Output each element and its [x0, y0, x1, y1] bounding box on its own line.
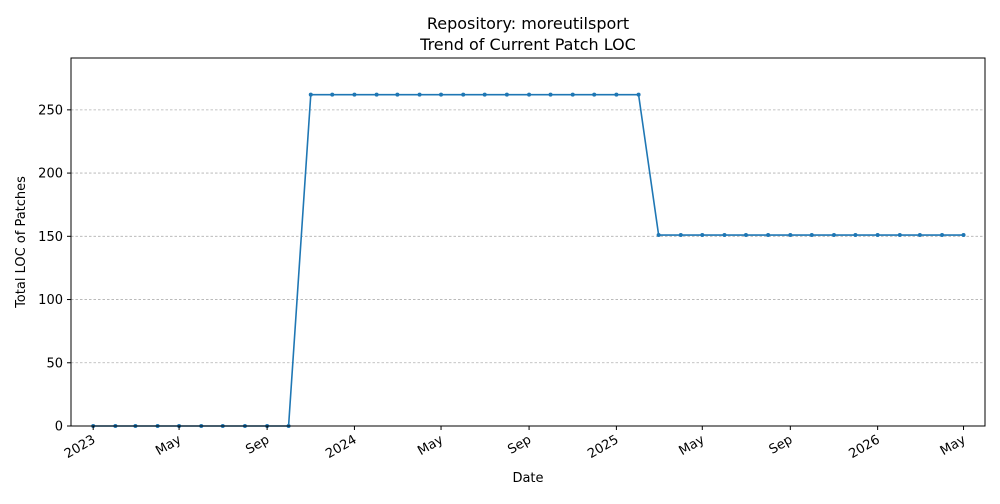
chart-subtitle: Trend of Current Patch LOC [419, 35, 636, 54]
data-point [439, 92, 444, 97]
data-point [875, 233, 880, 238]
data-point [417, 92, 422, 97]
data-point [831, 233, 836, 238]
series-line [93, 93, 964, 427]
x-tick-label: May [153, 432, 184, 459]
data-point [743, 233, 748, 238]
data-points [91, 92, 966, 428]
data-point [788, 233, 793, 238]
y-tick-label: 0 [55, 420, 63, 435]
y-tick-label: 200 [38, 167, 63, 182]
data-point [722, 233, 727, 238]
x-axis: 2023 May Sep 2024 May Sep 2025 May Sep 2026 May [62, 426, 969, 462]
data-point [614, 92, 619, 97]
data-point [548, 92, 553, 97]
chart-title: Repository: moreutilsport [427, 14, 629, 33]
data-point [308, 92, 313, 97]
y-axis-label: Total LOC of Patches [14, 176, 29, 309]
y-tick-label: 100 [38, 293, 63, 308]
data-point [461, 92, 466, 97]
x-tick-label: May [415, 432, 446, 459]
y-axis: 0 50 100 150 200 250 [38, 103, 71, 435]
data-point [656, 233, 661, 238]
y-tick-label: 250 [38, 103, 63, 118]
data-point [853, 233, 858, 238]
data-point [592, 92, 597, 97]
data-point [678, 233, 683, 238]
x-tick-label: Sep [767, 432, 796, 457]
data-point [374, 92, 379, 97]
data-point [395, 92, 400, 97]
data-point [482, 92, 487, 97]
grid-lines [71, 109, 985, 364]
data-point [330, 92, 335, 97]
data-point [504, 92, 509, 97]
data-point [897, 233, 902, 238]
x-tick-label: 2024 [323, 432, 359, 462]
x-tick-label: May [938, 432, 969, 459]
x-axis-label: Date [512, 471, 543, 486]
x-tick-label: 2025 [585, 432, 621, 462]
data-point [570, 92, 575, 97]
data-point [527, 92, 532, 97]
y-tick-label: 150 [38, 230, 63, 245]
x-tick-label: May [676, 432, 707, 459]
plot-area-frame [70, 57, 986, 427]
data-point [809, 233, 814, 238]
data-point [766, 233, 771, 238]
data-point [700, 233, 705, 238]
x-tick-label: 2026 [846, 432, 882, 462]
series-line-group [93, 93, 964, 427]
data-point [636, 92, 641, 97]
data-point [917, 233, 922, 238]
x-tick-label: 2023 [62, 432, 98, 462]
x-tick-label: Sep [505, 432, 534, 457]
data-point [352, 92, 357, 97]
y-tick-label: 50 [46, 356, 63, 371]
data-point [940, 233, 945, 238]
x-tick-label: Sep [243, 432, 272, 457]
data-point [961, 233, 966, 238]
